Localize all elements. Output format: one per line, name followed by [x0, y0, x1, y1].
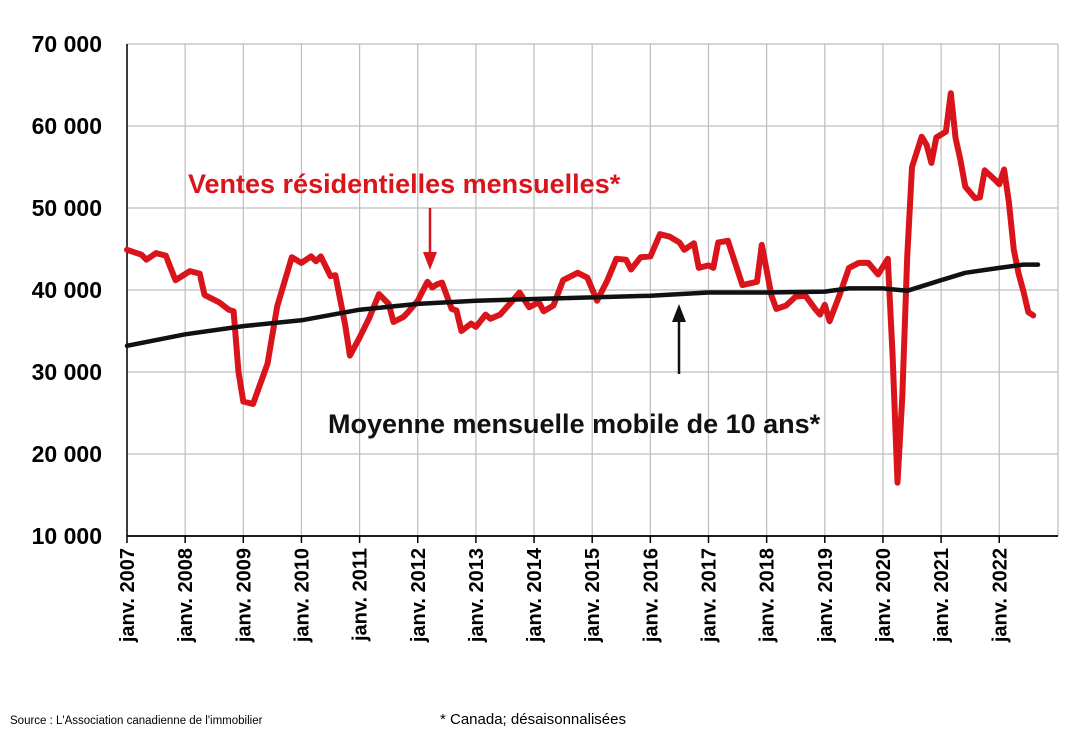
x-tick-label: janv. 2018: [757, 548, 779, 643]
x-tick-label: janv. 2020: [873, 548, 895, 643]
y-tick-label: 70 000: [32, 31, 102, 57]
y-tick-label: 60 000: [32, 113, 102, 139]
sales-series-line: [124, 90, 1037, 486]
x-tick-label: janv. 2012: [408, 548, 430, 643]
x-tick-label: janv. 2008: [175, 548, 197, 643]
x-axis: janv. 2007 janv. 2008 janv. 2009 janv. 2010…: [117, 535, 1058, 643]
average-series-label: Moyenne mensuelle mobile de 10 ans*: [328, 409, 821, 439]
x-tick-label: janv. 2022: [989, 548, 1011, 643]
y-tick-label: 50 000: [32, 195, 102, 221]
x-tick-label: janv. 2019: [815, 548, 837, 643]
average-series-line: [124, 262, 1041, 349]
y-tick-label: 10 000: [32, 523, 102, 549]
x-tick-label: janv. 2017: [699, 548, 721, 643]
x-tick-label: janv. 2021: [931, 548, 953, 643]
source-note: Source : L'Association canadienne de l'i…: [10, 715, 263, 727]
sales-arrow-head: [423, 252, 437, 270]
grid: [126, 43, 1059, 537]
x-tick-label: janv. 2010: [291, 548, 313, 643]
y-axis: 70 000 60 000 50 000 40 000 30 000 20 000 10 0…: [32, 31, 128, 549]
series-layer: [124, 90, 1041, 486]
x-tick-label: janv. 2013: [466, 548, 488, 643]
x-tick-label: janv. 2016: [640, 548, 662, 643]
footnote: * Canada; désaisonnalisées: [440, 711, 626, 728]
x-tick-label: janv. 2009: [233, 548, 255, 643]
x-tick-label: janv. 2011: [350, 548, 372, 642]
y-tick-label: 30 000: [32, 359, 102, 385]
average-arrow-head: [672, 304, 686, 322]
sales-series-label: Ventes résidentielles mensuelles*: [188, 169, 621, 199]
y-tick-label: 20 000: [32, 441, 102, 467]
x-tick-label: janv. 2014: [524, 547, 546, 643]
x-tick-label: janv. 2015: [582, 548, 604, 643]
x-tick-label: janv. 2007: [117, 548, 139, 643]
y-tick-label: 40 000: [32, 277, 102, 303]
